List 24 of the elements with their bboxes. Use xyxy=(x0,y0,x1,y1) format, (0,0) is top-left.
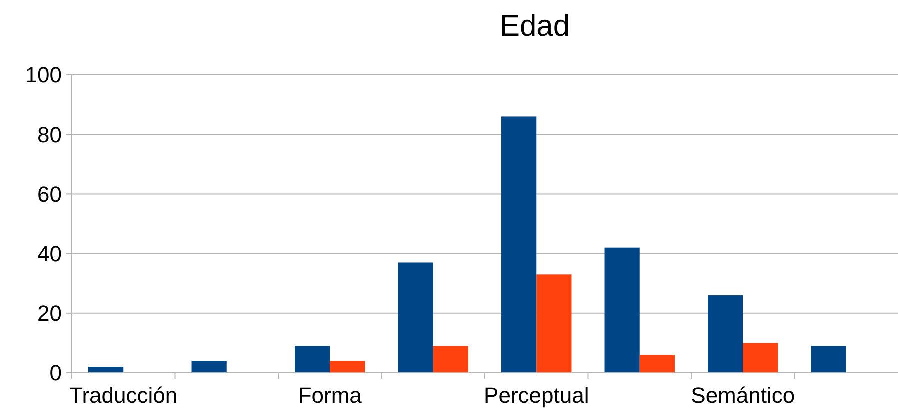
chart-title: Edad xyxy=(500,10,570,43)
bar xyxy=(398,262,434,373)
bar xyxy=(604,248,640,373)
y-tick-label: 100 xyxy=(25,62,62,88)
x-tick-label: Semántico xyxy=(691,383,796,408)
y-tick-label: 20 xyxy=(38,301,62,326)
bar xyxy=(811,346,846,373)
bar xyxy=(536,274,572,373)
bar xyxy=(502,116,537,373)
y-tick-label: 60 xyxy=(38,182,62,207)
bar xyxy=(88,367,124,373)
y-tick-label: 80 xyxy=(38,122,62,148)
bar xyxy=(743,343,778,373)
y-tick-label: 0 xyxy=(50,360,62,386)
x-tick-label: Perceptual xyxy=(484,383,590,408)
y-tick-label: 40 xyxy=(38,242,62,266)
bar xyxy=(708,296,744,373)
x-tick-label: Traducción xyxy=(70,383,178,408)
x-tick-label: Forma xyxy=(298,383,363,408)
bar xyxy=(640,355,675,373)
bar xyxy=(433,346,468,373)
bar xyxy=(192,361,227,373)
bar xyxy=(295,346,330,373)
bar xyxy=(330,361,366,373)
